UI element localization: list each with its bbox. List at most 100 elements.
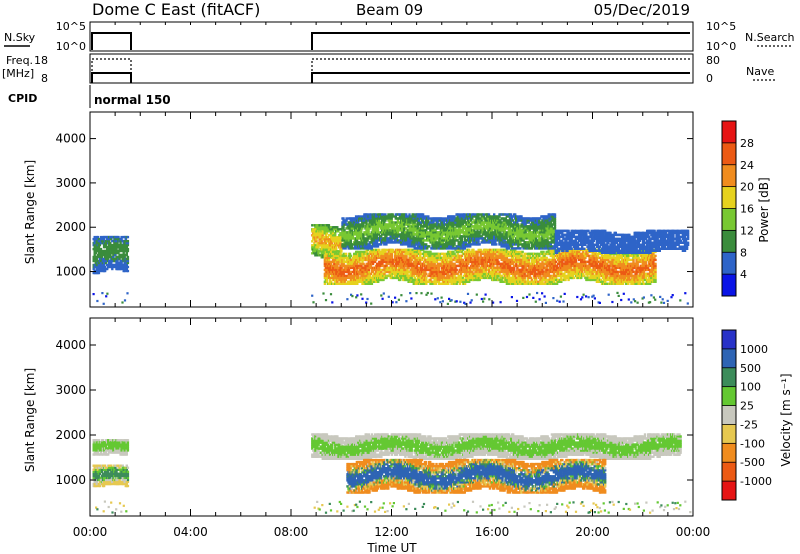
range-gate-cell xyxy=(320,246,323,249)
range-gate-cell xyxy=(535,278,538,282)
range-gate-cell xyxy=(496,276,499,280)
range-gate-cell xyxy=(523,262,526,266)
range-gate-cell xyxy=(126,269,130,273)
range-gate-cell xyxy=(527,260,531,264)
range-gate-cell xyxy=(329,280,333,283)
range-gate-cell xyxy=(543,252,546,256)
range-gate-cell xyxy=(115,237,118,241)
range-gate-cell xyxy=(367,266,370,270)
range-gate-cell xyxy=(114,253,117,257)
range-gate-cell xyxy=(100,253,104,257)
range-gate-cell xyxy=(417,248,421,252)
range-gate-cell xyxy=(340,272,343,276)
range-gate-cell xyxy=(97,263,101,267)
range-gate-cell xyxy=(545,266,548,270)
range-gate-cell xyxy=(502,272,505,276)
range-gate-cell xyxy=(442,280,446,283)
range-gate-cell xyxy=(442,274,446,278)
range-gate-cell xyxy=(373,278,377,282)
range-gate-cell xyxy=(432,260,435,264)
range-gate-cell xyxy=(524,252,527,256)
range-gate-cell xyxy=(356,262,359,266)
range-gate-cell xyxy=(368,274,371,278)
range-gate-cell xyxy=(542,270,545,274)
range-gate-cell xyxy=(386,256,389,260)
range-gate-cell xyxy=(654,262,657,266)
range-gate-cell xyxy=(122,251,125,255)
range-gate-cell xyxy=(539,270,542,274)
range-gate-cell xyxy=(534,256,537,260)
range-gate-cell xyxy=(410,258,413,262)
range-gate-cell xyxy=(100,255,104,259)
noise-tick-top-right: 10^5 xyxy=(706,20,736,33)
range-gate-cell xyxy=(561,256,564,260)
range-gate-cell xyxy=(447,282,450,285)
range-gate-cell xyxy=(434,274,437,278)
range-gate-cell xyxy=(437,266,441,270)
range-gate-cell xyxy=(102,253,106,257)
range-gate-cell xyxy=(403,254,406,258)
range-gate-cell xyxy=(350,262,354,266)
range-gate-cell xyxy=(97,255,101,259)
range-gate-cell xyxy=(424,268,427,272)
range-gate-cell xyxy=(316,228,319,231)
range-gate-cell xyxy=(397,266,401,270)
range-gate-cell xyxy=(526,278,529,282)
range-gate-cell xyxy=(119,249,122,253)
range-gate-cell xyxy=(333,258,336,262)
range-gate-cell xyxy=(564,266,567,270)
range-gate-cell xyxy=(553,258,557,262)
range-gate-cell xyxy=(510,248,514,252)
range-gate-cell xyxy=(327,274,331,278)
range-gate-cell xyxy=(545,262,548,266)
range-gate-cell xyxy=(354,274,357,278)
range-gate-cell xyxy=(107,245,110,249)
range-gate-cell xyxy=(407,278,410,282)
range-gate-cell xyxy=(520,260,523,264)
range-gate-cell xyxy=(514,248,517,252)
range-gate-cell xyxy=(429,280,432,283)
range-gate-cell xyxy=(569,250,572,254)
range-gate-cell xyxy=(513,264,516,268)
range-gate-cell xyxy=(342,252,345,256)
range-gate-cell xyxy=(337,242,340,245)
range-gate-cell xyxy=(101,259,105,263)
range-gate-cell xyxy=(371,248,375,252)
range-gate-cell xyxy=(422,248,425,252)
range-gate-cell xyxy=(397,270,401,274)
range-gate-cell xyxy=(464,256,468,260)
range-gate-cell xyxy=(520,254,523,258)
range-gate-cell xyxy=(342,272,345,276)
range-gate-cell xyxy=(487,250,491,254)
range-gate-cell xyxy=(450,260,453,264)
range-gate-cell xyxy=(463,264,467,268)
range-gate-cell xyxy=(485,262,489,266)
range-gate-cell xyxy=(347,264,351,268)
range-gate-cell xyxy=(126,249,130,253)
range-gate-cell xyxy=(332,268,335,272)
range-gate-cell xyxy=(506,260,510,264)
range-gate-cell xyxy=(543,272,546,276)
range-gate-cell xyxy=(348,252,352,256)
range-gate-cell xyxy=(423,262,426,266)
range-gate-cell xyxy=(320,250,323,253)
range-gate-cell xyxy=(401,250,404,254)
range-gate-cell xyxy=(473,278,476,282)
range-gate-cell xyxy=(354,280,357,283)
range-gate-cell xyxy=(465,274,469,278)
range-gate-cell xyxy=(509,266,513,270)
range-gate-cell xyxy=(421,258,424,262)
range-gate-cell xyxy=(438,270,442,274)
range-gate-cell xyxy=(108,243,111,247)
range-gate-cell xyxy=(317,250,320,253)
range-gate-cell xyxy=(520,258,523,262)
range-gate-cell xyxy=(325,238,329,241)
range-gate-cell xyxy=(318,242,321,245)
range-gate-cell xyxy=(349,266,353,270)
range-gate-cell xyxy=(126,257,130,261)
range-gate-cell xyxy=(97,261,101,265)
range-gate-cell xyxy=(111,265,114,269)
freq-tick-top: 18 xyxy=(34,54,48,67)
range-gate-cell xyxy=(541,280,544,283)
range-gate-cell xyxy=(97,269,101,273)
